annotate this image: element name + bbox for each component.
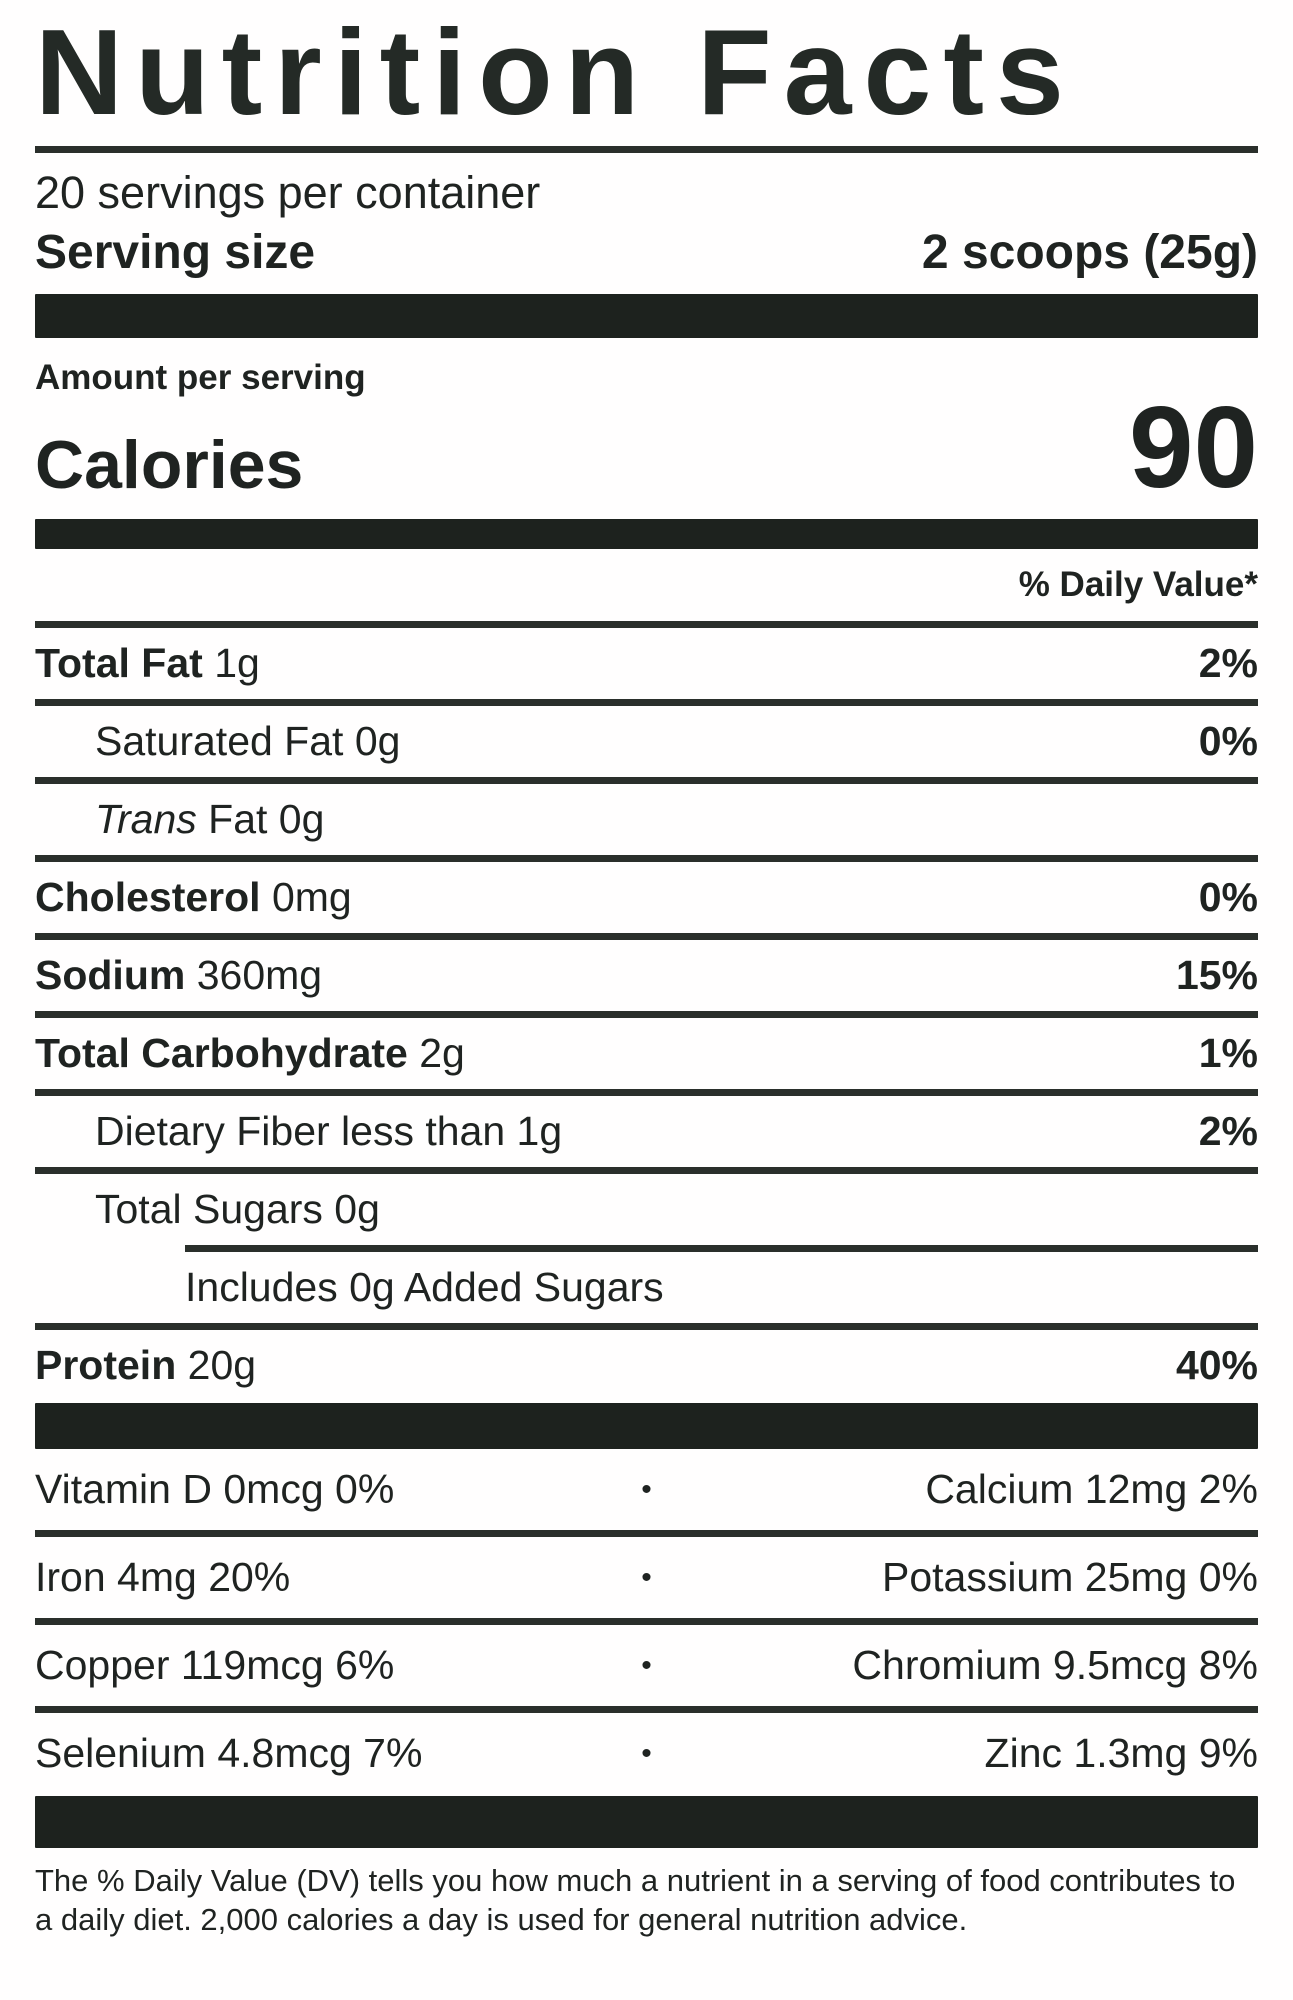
bullet-dot: •: [641, 1649, 652, 1683]
row-separator: [35, 1089, 1258, 1097]
section-bar-calories: [35, 519, 1258, 550]
nutrient-row-added-sugars: Includes 0g Added Sugars: [35, 1252, 1258, 1323]
nutrient-text: Protein 20g: [35, 1342, 257, 1389]
nutrient-row-saturated-fat: Saturated Fat 0g 0%: [35, 706, 1258, 777]
micronutrient-row-2: Iron 4mg 20% • Potassium 25mg 0%: [35, 1537, 1258, 1618]
micronutrient-left: Copper 119mcg 6%: [35, 1642, 395, 1689]
nutrient-text: Cholesterol 0mg: [35, 874, 352, 921]
bullet-dot: •: [641, 1561, 652, 1595]
label-title: Nutrition Facts: [35, 4, 1076, 140]
section-bar-bottom: [35, 1796, 1258, 1849]
nutrient-dv: 0%: [1198, 874, 1258, 921]
micronutrient-left: Vitamin D 0mcg 0%: [35, 1466, 395, 1513]
serving-size-label: Serving size: [35, 226, 316, 280]
row-separator-indented: [185, 1245, 1258, 1253]
row-separator: [35, 1618, 1258, 1626]
nutrient-dv: 40%: [1175, 1342, 1258, 1389]
nutrient-dv: 0%: [1198, 718, 1258, 765]
micronutrient-row-3: Copper 119mcg 6% • Chromium 9.5mcg 8%: [35, 1625, 1258, 1706]
micronutrient-right: Potassium 25mg 0%: [881, 1554, 1258, 1601]
nutrient-dv: 2%: [1198, 1108, 1258, 1155]
row-separator: [35, 1167, 1258, 1175]
row-separator: [35, 621, 1258, 629]
calories-label: Calories: [35, 426, 304, 503]
micronutrient-right: Chromium 9.5mcg 8%: [852, 1642, 1258, 1689]
micronutrient-left: Iron 4mg 20%: [35, 1554, 291, 1601]
row-separator: [35, 1323, 1258, 1331]
row-separator: [35, 933, 1258, 941]
nutrient-text: Trans Fat 0g: [95, 796, 325, 843]
nutrient-row-cholesterol: Cholesterol 0mg 0%: [35, 862, 1258, 933]
nutrient-row-sodium: Sodium 360mg 15%: [35, 940, 1258, 1011]
nutrient-dv: 1%: [1198, 1030, 1258, 1077]
micronutrient-row-1: Vitamin D 0mcg 0% • Calcium 12mg 2%: [35, 1449, 1258, 1530]
nutrient-row-total-carbohydrate: Total Carbohydrate 2g 1%: [35, 1018, 1258, 1089]
nutrient-text: Total Carbohydrate 2g: [35, 1030, 465, 1077]
section-bar-micronutrients: [35, 1403, 1258, 1450]
daily-value-footnote: The % Daily Value (DV) tells you how muc…: [35, 1863, 1236, 1937]
bullet-dot: •: [641, 1473, 652, 1507]
title-divider: [35, 146, 1258, 154]
nutrient-text: Total Sugars 0g: [95, 1186, 380, 1233]
nutrient-row-protein: Protein 20g 40%: [35, 1330, 1258, 1401]
nutrient-row-total-fat: Total Fat 1g 2%: [35, 628, 1258, 699]
micronutrient-row-4: Selenium 4.8mcg 7% • Zinc 1.3mg 9%: [35, 1713, 1258, 1794]
nutrient-row-dietary-fiber: Dietary Fiber less than 1g 2%: [35, 1096, 1258, 1167]
nutrient-text: Saturated Fat 0g: [95, 718, 401, 765]
nutrient-text: Sodium 360mg: [35, 952, 323, 999]
serving-size-row: Serving size 2 scoops (25g): [35, 225, 1258, 280]
row-separator: [35, 777, 1258, 785]
row-separator: [35, 855, 1258, 863]
micronutrient-left: Selenium 4.8mcg 7%: [35, 1730, 423, 1777]
nutrient-text: Dietary Fiber less than 1g: [95, 1108, 563, 1155]
row-separator: [35, 1530, 1258, 1538]
section-bar-top: [35, 294, 1258, 339]
bullet-dot: •: [641, 1737, 652, 1771]
amount-per-serving-label: Amount per serving: [35, 358, 366, 398]
nutrient-row-trans-fat: Trans Fat 0g: [35, 784, 1258, 855]
micronutrient-right: Calcium 12mg 2%: [925, 1466, 1258, 1513]
calories-row: Calories 90: [35, 382, 1258, 513]
nutrient-dv: 15%: [1175, 952, 1258, 999]
nutrient-row-total-sugars: Total Sugars 0g: [35, 1174, 1258, 1245]
row-separator: [35, 1011, 1258, 1019]
nutrient-dv: 2%: [1198, 640, 1258, 687]
calories-value: 90: [1128, 382, 1258, 513]
daily-value-header: % Daily Value*: [1018, 565, 1258, 605]
row-separator: [35, 699, 1258, 707]
nutrient-text: Total Fat 1g: [35, 640, 260, 687]
micronutrient-right: Zinc 1.3mg 9%: [984, 1730, 1258, 1777]
nutrient-text: Includes 0g Added Sugars: [185, 1264, 664, 1311]
servings-per-container: 20 servings per container: [35, 167, 541, 219]
row-separator: [35, 1706, 1258, 1714]
serving-size-value: 2 scoops (25g): [921, 226, 1258, 280]
